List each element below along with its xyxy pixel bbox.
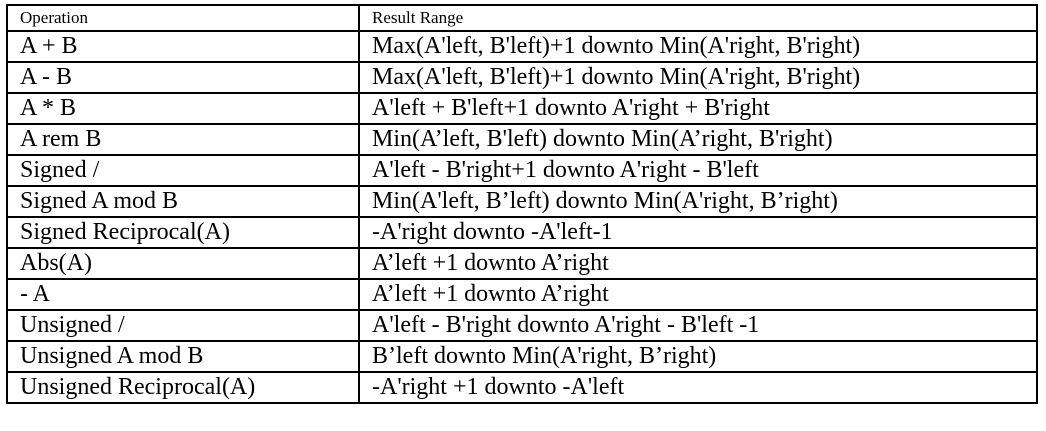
table-row: A + B Max(A'left, B'left)+1 downto Min(A'…	[6, 30, 1038, 63]
operation-cell: Unsigned /	[6, 309, 360, 342]
operation-cell: A rem B	[6, 123, 360, 156]
table-row: Unsigned Reciprocal(A) -A'right +1 downto…	[6, 371, 1038, 404]
table-row: Signed A mod B Min(A'left, B’left) downto…	[6, 185, 1038, 218]
result-range-cell: Max(A'left, B'left)+1 downto Min(A'right…	[358, 61, 1038, 94]
table-row: Signed / A'left - B'right+1 downto A'righ…	[6, 154, 1038, 187]
result-range-cell: A'left - B'right+1 downto A'right - B'le…	[358, 154, 1038, 187]
operation-cell: Abs(A)	[6, 247, 360, 280]
table-row: Unsigned A mod B B’left downto Min(A'righ…	[6, 340, 1038, 373]
table-header-row: Operation Result Range	[6, 4, 1038, 32]
operation-cell: Signed A mod B	[6, 185, 360, 218]
operation-cell: A + B	[6, 30, 360, 63]
table-row: A * B A'left + B'left+1 downto A'right + …	[6, 92, 1038, 125]
result-range-cell: A'left - B'right downto A'right - B'left…	[358, 309, 1038, 342]
table-row: Unsigned / A'left - B'right downto A'righ…	[6, 309, 1038, 342]
operation-cell: A * B	[6, 92, 360, 125]
table-row: Abs(A) A’left +1 downto A’right	[6, 247, 1038, 280]
result-range-cell: A’left +1 downto A’right	[358, 278, 1038, 311]
result-range-table: Operation Result Range A + B Max(A'left, …	[6, 4, 1038, 404]
operation-cell: Signed /	[6, 154, 360, 187]
operation-cell: A - B	[6, 61, 360, 94]
header-result-range: Result Range	[358, 4, 1038, 32]
table-row: A rem B Min(A’left, B'left) downto Min(A’…	[6, 123, 1038, 156]
result-range-cell: -A'right downto -A'left-1	[358, 216, 1038, 249]
table-row: A - B Max(A'left, B'left)+1 downto Min(A'…	[6, 61, 1038, 94]
header-operation: Operation	[6, 4, 360, 32]
table-row: - A A’left +1 downto A’right	[6, 278, 1038, 311]
operation-cell: Signed Reciprocal(A)	[6, 216, 360, 249]
operation-cell: Unsigned Reciprocal(A)	[6, 371, 360, 404]
table-row: Signed Reciprocal(A) -A'right downto -A'l…	[6, 216, 1038, 249]
operation-cell: Unsigned A mod B	[6, 340, 360, 373]
result-range-cell: A’left +1 downto A’right	[358, 247, 1038, 280]
result-range-cell: Min(A’left, B'left) downto Min(A’right, …	[358, 123, 1038, 156]
result-range-cell: -A'right +1 downto -A'left	[358, 371, 1038, 404]
result-range-cell: B’left downto Min(A'right, B’right)	[358, 340, 1038, 373]
result-range-cell: Min(A'left, B’left) downto Min(A'right, …	[358, 185, 1038, 218]
operation-cell: - A	[6, 278, 360, 311]
result-range-cell: Max(A'left, B'left)+1 downto Min(A'right…	[358, 30, 1038, 63]
result-range-cell: A'left + B'left+1 downto A'right + B'rig…	[358, 92, 1038, 125]
